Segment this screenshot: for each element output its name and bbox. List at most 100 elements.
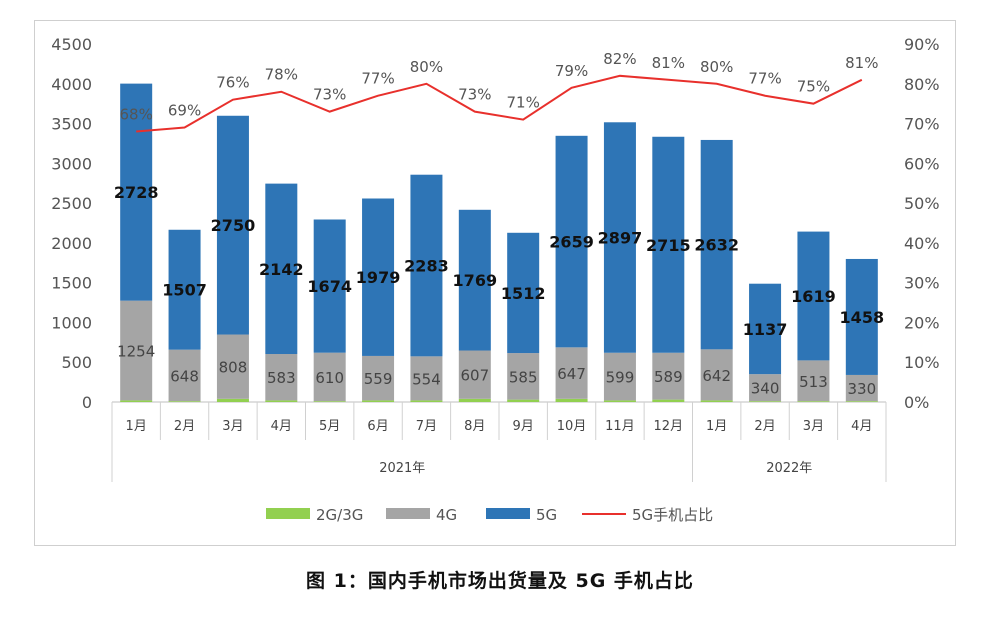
data-label-5g: 1512 [501,284,546,303]
bar-2g3g [216,398,249,402]
ratio-label: 80% [410,58,443,76]
data-label-4g: 1254 [117,343,155,361]
bar-4g [555,347,588,399]
ratio-line: 68% 69% 76% 78% 73% 77% 80% 73% 71% 79% 82% 81% 80% 7… [120,50,878,133]
bars [120,83,878,402]
y-left-tick-label: 0 [82,393,92,412]
y-right-tick-label: 30% [904,274,940,293]
ratio-label: 77% [361,70,394,88]
y-right-tick-label: 70% [904,115,940,134]
data-label-4g: 340 [751,380,780,398]
bar-4g [507,353,540,400]
y-right-tick-label: 0% [904,393,929,412]
ratio-label: 75% [797,78,830,96]
legend-ratio: 5G手机占比 [582,506,713,524]
legend-4g-swatch [386,508,430,519]
y-left-tick-label: 3500 [51,115,92,134]
data-label-5g: 2750 [211,216,256,235]
data-label-5g: 2897 [598,229,643,248]
data-label-5g: 2283 [404,257,449,276]
x-tick-label: 10月 [557,419,587,434]
bar-5g [845,258,878,375]
bar-4g [700,349,733,401]
bar-5g [797,231,830,361]
combo-chart: 0 500 1000 1500 2000 2500 3000 3500 4000 4500 0% 10… [51,35,940,524]
bar-4g [845,374,878,402]
bar-5g [555,135,588,348]
bar-2g3g [845,401,878,402]
bar-4g [362,355,395,401]
y-right-tick-label: 60% [904,154,940,173]
y-right-tick-label: 90% [904,35,940,54]
y-right-tick-label: 80% [904,75,940,94]
bar-4g [458,350,491,399]
y-left-tick-label: 3000 [51,154,92,173]
x-tick-label: 6月 [367,419,388,434]
data-label-5g: 1137 [743,320,788,339]
ratio-label: 71% [507,94,540,112]
legend-2g3g: 2G/3G [266,506,363,524]
bar-4g [797,360,830,402]
y-right-tick-label: 40% [904,234,940,253]
legend-4g: 4G [386,506,457,524]
data-label-5g: 1674 [307,277,352,296]
figure-caption: 图 1：国内手机市场出货量及 5G 手机占比 [306,570,694,592]
bar-2g3g [410,400,443,402]
bar-5g [313,219,346,353]
x-tick-label: 3月 [803,419,824,434]
data-labels: 1254 2728 648 1507 808 2750 583 2142 610 1674 559 1… [114,183,884,398]
data-label-4g: 554 [412,370,441,388]
bar-4g [216,334,249,399]
bar-4g [168,349,201,402]
data-label-4g: 648 [170,367,199,385]
bar-4g [603,352,636,401]
data-label-4g: 599 [606,369,635,387]
y-right-tick-label: 20% [904,313,940,332]
data-label-5g: 2728 [114,183,159,202]
bar-5g [216,115,249,335]
bar-5g [265,183,298,355]
data-label-4g: 583 [267,369,296,387]
data-label-4g: 647 [557,365,586,383]
data-label-4g: 330 [847,380,876,398]
bar-5g [507,232,540,354]
data-label-4g: 607 [460,367,489,385]
x-tick-label: 2月 [174,419,195,434]
x-tick-label: 1月 [126,419,147,434]
bar-2g3g [168,401,201,402]
ratio-label: 79% [555,62,588,80]
axes: 0 500 1000 1500 2000 2500 3000 3500 4000 4500 0% 10… [51,35,940,482]
bar-4g [265,354,298,401]
bar-5g [700,139,733,350]
legend-ratio-label: 5G手机占比 [632,506,713,524]
y-left-tick-label: 1000 [51,313,92,332]
bar-5g [652,136,685,353]
x-tick-label: 1月 [706,419,727,434]
bar-4g [749,374,782,402]
x-tick-label: 7月 [416,419,437,434]
x-tick-label: 8月 [464,419,485,434]
bar-5g [120,83,153,301]
ratio-label: 82% [603,50,636,68]
bar-5g [168,229,201,350]
data-label-4g: 589 [654,368,683,386]
legend-2g3g-swatch [266,508,310,519]
x-tick-label: 12月 [654,419,684,434]
bar-5g [458,209,491,351]
data-label-4g: 642 [702,367,731,385]
ratio-label: 77% [748,70,781,88]
bar-5g [362,198,395,356]
bar-2g3g [458,398,491,402]
bar-4g [313,352,346,402]
ratio-line-path [136,74,863,133]
y-left-tick-label: 1500 [51,274,92,293]
legend-5g-swatch [486,508,530,519]
data-label-5g: 2142 [259,260,304,279]
y-left-tick-label: 2000 [51,234,92,253]
bar-2g3g [555,398,588,402]
bar-4g [652,352,685,400]
bar-2g3g [603,400,636,402]
ratio-label: 73% [313,86,346,104]
data-label-5g: 1979 [356,268,401,287]
bar-2g3g [362,400,395,402]
